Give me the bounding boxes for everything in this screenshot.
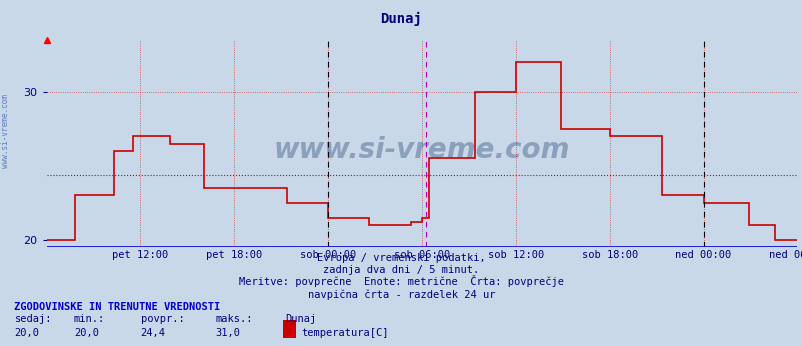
Text: 24,4: 24,4 xyxy=(140,328,165,338)
Text: ZGODOVINSKE IN TRENUTNE VREDNOSTI: ZGODOVINSKE IN TRENUTNE VREDNOSTI xyxy=(14,302,221,312)
Text: 20,0: 20,0 xyxy=(74,328,99,338)
Text: www.si-vreme.com: www.si-vreme.com xyxy=(273,136,569,164)
Text: temperatura[C]: temperatura[C] xyxy=(301,328,388,338)
Text: 20,0: 20,0 xyxy=(14,328,39,338)
Text: povpr.:: povpr.: xyxy=(140,315,184,325)
Text: Evropa / vremenski podatki,: Evropa / vremenski podatki, xyxy=(317,253,485,263)
Text: maks.:: maks.: xyxy=(215,315,253,325)
Text: sedaj:: sedaj: xyxy=(14,315,52,325)
Text: Dunaj: Dunaj xyxy=(285,315,316,325)
Text: zadnja dva dni / 5 minut.: zadnja dva dni / 5 minut. xyxy=(323,265,479,275)
Text: 31,0: 31,0 xyxy=(215,328,240,338)
Text: Meritve: povprečne  Enote: metrične  Črta: povprečje: Meritve: povprečne Enote: metrične Črta:… xyxy=(239,275,563,288)
Text: www.si-vreme.com: www.si-vreme.com xyxy=(1,94,10,169)
Text: navpična črta - razdelek 24 ur: navpična črta - razdelek 24 ur xyxy=(307,289,495,300)
Text: min.:: min.: xyxy=(74,315,105,325)
Text: Dunaj: Dunaj xyxy=(380,12,422,26)
